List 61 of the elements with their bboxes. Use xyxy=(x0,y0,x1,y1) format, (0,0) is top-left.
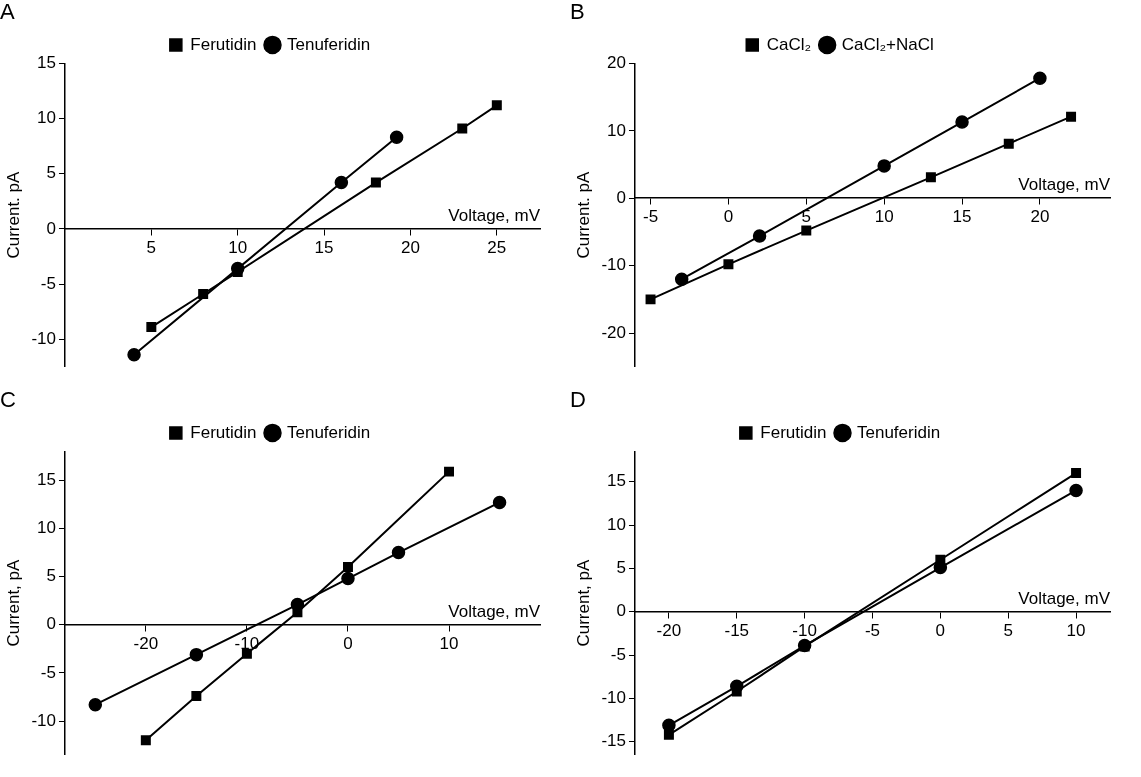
y-tick-label: -10 xyxy=(31,710,56,730)
y-tick-label: 10 xyxy=(607,120,626,140)
x-tick-label: 25 xyxy=(487,237,507,257)
chart-title: A xyxy=(0,0,15,25)
y-tick-label: -5 xyxy=(40,662,56,682)
legend-label: Ferutidin xyxy=(760,422,827,442)
x-tick-label: 5 xyxy=(146,237,157,257)
x-tick-label: 20 xyxy=(400,237,420,257)
x-axis-title: Voltage, mV xyxy=(1018,588,1111,608)
x-axis-title: Voltage, mV xyxy=(448,601,541,621)
legend-label: CaCl₂+NaCl xyxy=(841,34,934,54)
x-tick-label: -10 xyxy=(792,620,817,640)
legend-label: Tenuferidin xyxy=(856,422,941,442)
y-tick-label: 15 xyxy=(37,53,56,73)
y-tick-label: 15 xyxy=(37,469,56,489)
y-tick-label: -15 xyxy=(601,731,626,751)
y-tick-label: 5 xyxy=(46,566,56,586)
x-axis-title: Voltage, mV xyxy=(448,206,541,226)
y-tick-label: 5 xyxy=(46,163,56,183)
y-tick-label: 10 xyxy=(37,518,56,538)
x-tick-label: -20 xyxy=(133,633,159,653)
x-tick-label: 5 xyxy=(1003,620,1013,640)
y-tick-label: -20 xyxy=(601,322,626,342)
x-tick-label: 10 xyxy=(874,207,894,227)
x-tick-label: 20 xyxy=(1030,207,1050,227)
y-tick-label: 0 xyxy=(616,601,626,621)
y-tick-label: 15 xyxy=(607,471,626,491)
x-tick-label: 15 xyxy=(952,207,972,227)
y-axis-title: Current. pA xyxy=(573,170,593,259)
y-tick-label: -10 xyxy=(31,328,56,348)
x-tick-label: -5 xyxy=(864,620,881,640)
legend-label: Ferutidin xyxy=(190,422,257,442)
y-axis-title: Current, pA xyxy=(3,558,23,647)
y-tick-label: 10 xyxy=(607,514,626,534)
y-tick-label: -10 xyxy=(601,688,626,708)
x-tick-label: -20 xyxy=(656,620,682,640)
x-axis-title: Voltage, mV xyxy=(1018,175,1111,195)
x-tick-label: -5 xyxy=(642,207,659,227)
legend-label: Ferutidin xyxy=(190,34,257,54)
x-tick-label: 10 xyxy=(1066,620,1086,640)
x-tick-label: 10 xyxy=(439,633,459,653)
legend-label: Tenuferidin xyxy=(286,422,371,442)
x-tick-label: 15 xyxy=(314,237,334,257)
chart-title: D xyxy=(570,387,586,413)
x-tick-label: 0 xyxy=(723,207,734,227)
y-axis-title: Current, pA xyxy=(573,558,593,647)
chart-title: C xyxy=(0,387,16,413)
y-tick-label: 0 xyxy=(616,187,626,207)
x-tick-label: -15 xyxy=(724,620,750,640)
x-tick-label: 0 xyxy=(343,633,353,653)
y-tick-label: -10 xyxy=(601,255,626,275)
chart-title: B xyxy=(570,0,585,25)
y-axis-title: Current. pA xyxy=(3,170,23,259)
y-tick-label: 10 xyxy=(37,108,56,128)
y-tick-label: 5 xyxy=(616,558,626,578)
legend-label: CaCl₂ xyxy=(766,34,812,54)
x-tick-label: 10 xyxy=(228,237,248,257)
y-tick-label: 20 xyxy=(607,53,626,73)
y-tick-label: -5 xyxy=(40,273,56,293)
legend-label: Tenuferidin xyxy=(286,34,371,54)
x-tick-label: 0 xyxy=(935,620,946,640)
